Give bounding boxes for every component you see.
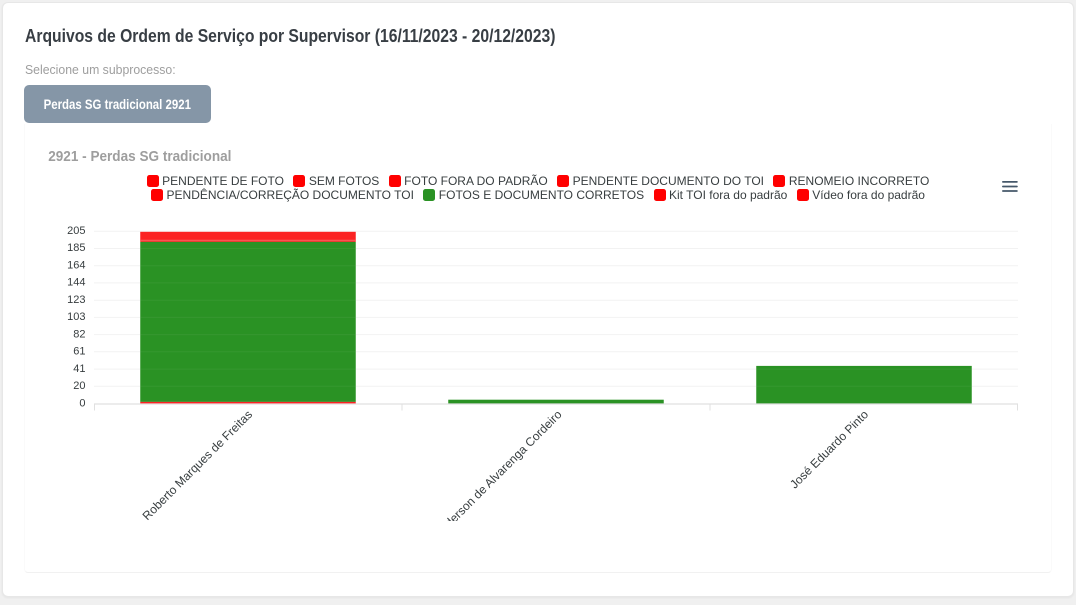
svg-text:2921 - Perdas SG tradicional: 2921 - Perdas SG tradicional	[48, 148, 231, 165]
svg-text:41: 41	[73, 363, 85, 375]
svg-text:Anderson de Alvarenga Cordeiro: Anderson de Alvarenga Cordeiro	[432, 407, 565, 521]
svg-text:82: 82	[73, 328, 85, 340]
svg-text:185: 185	[67, 242, 85, 254]
svg-text:20: 20	[73, 380, 85, 392]
svg-text:Roberto Marques de Freitas: Roberto Marques de Freitas	[140, 407, 256, 521]
svg-text:144: 144	[67, 277, 85, 289]
svg-text:103: 103	[67, 311, 85, 323]
svg-text:123: 123	[67, 294, 85, 306]
svg-text:José Eduardo Pinto: José Eduardo Pinto	[787, 407, 871, 491]
svg-text:205: 205	[67, 225, 85, 237]
svg-text:164: 164	[67, 259, 85, 271]
svg-text:0: 0	[79, 397, 85, 409]
svg-text:61: 61	[73, 346, 85, 358]
